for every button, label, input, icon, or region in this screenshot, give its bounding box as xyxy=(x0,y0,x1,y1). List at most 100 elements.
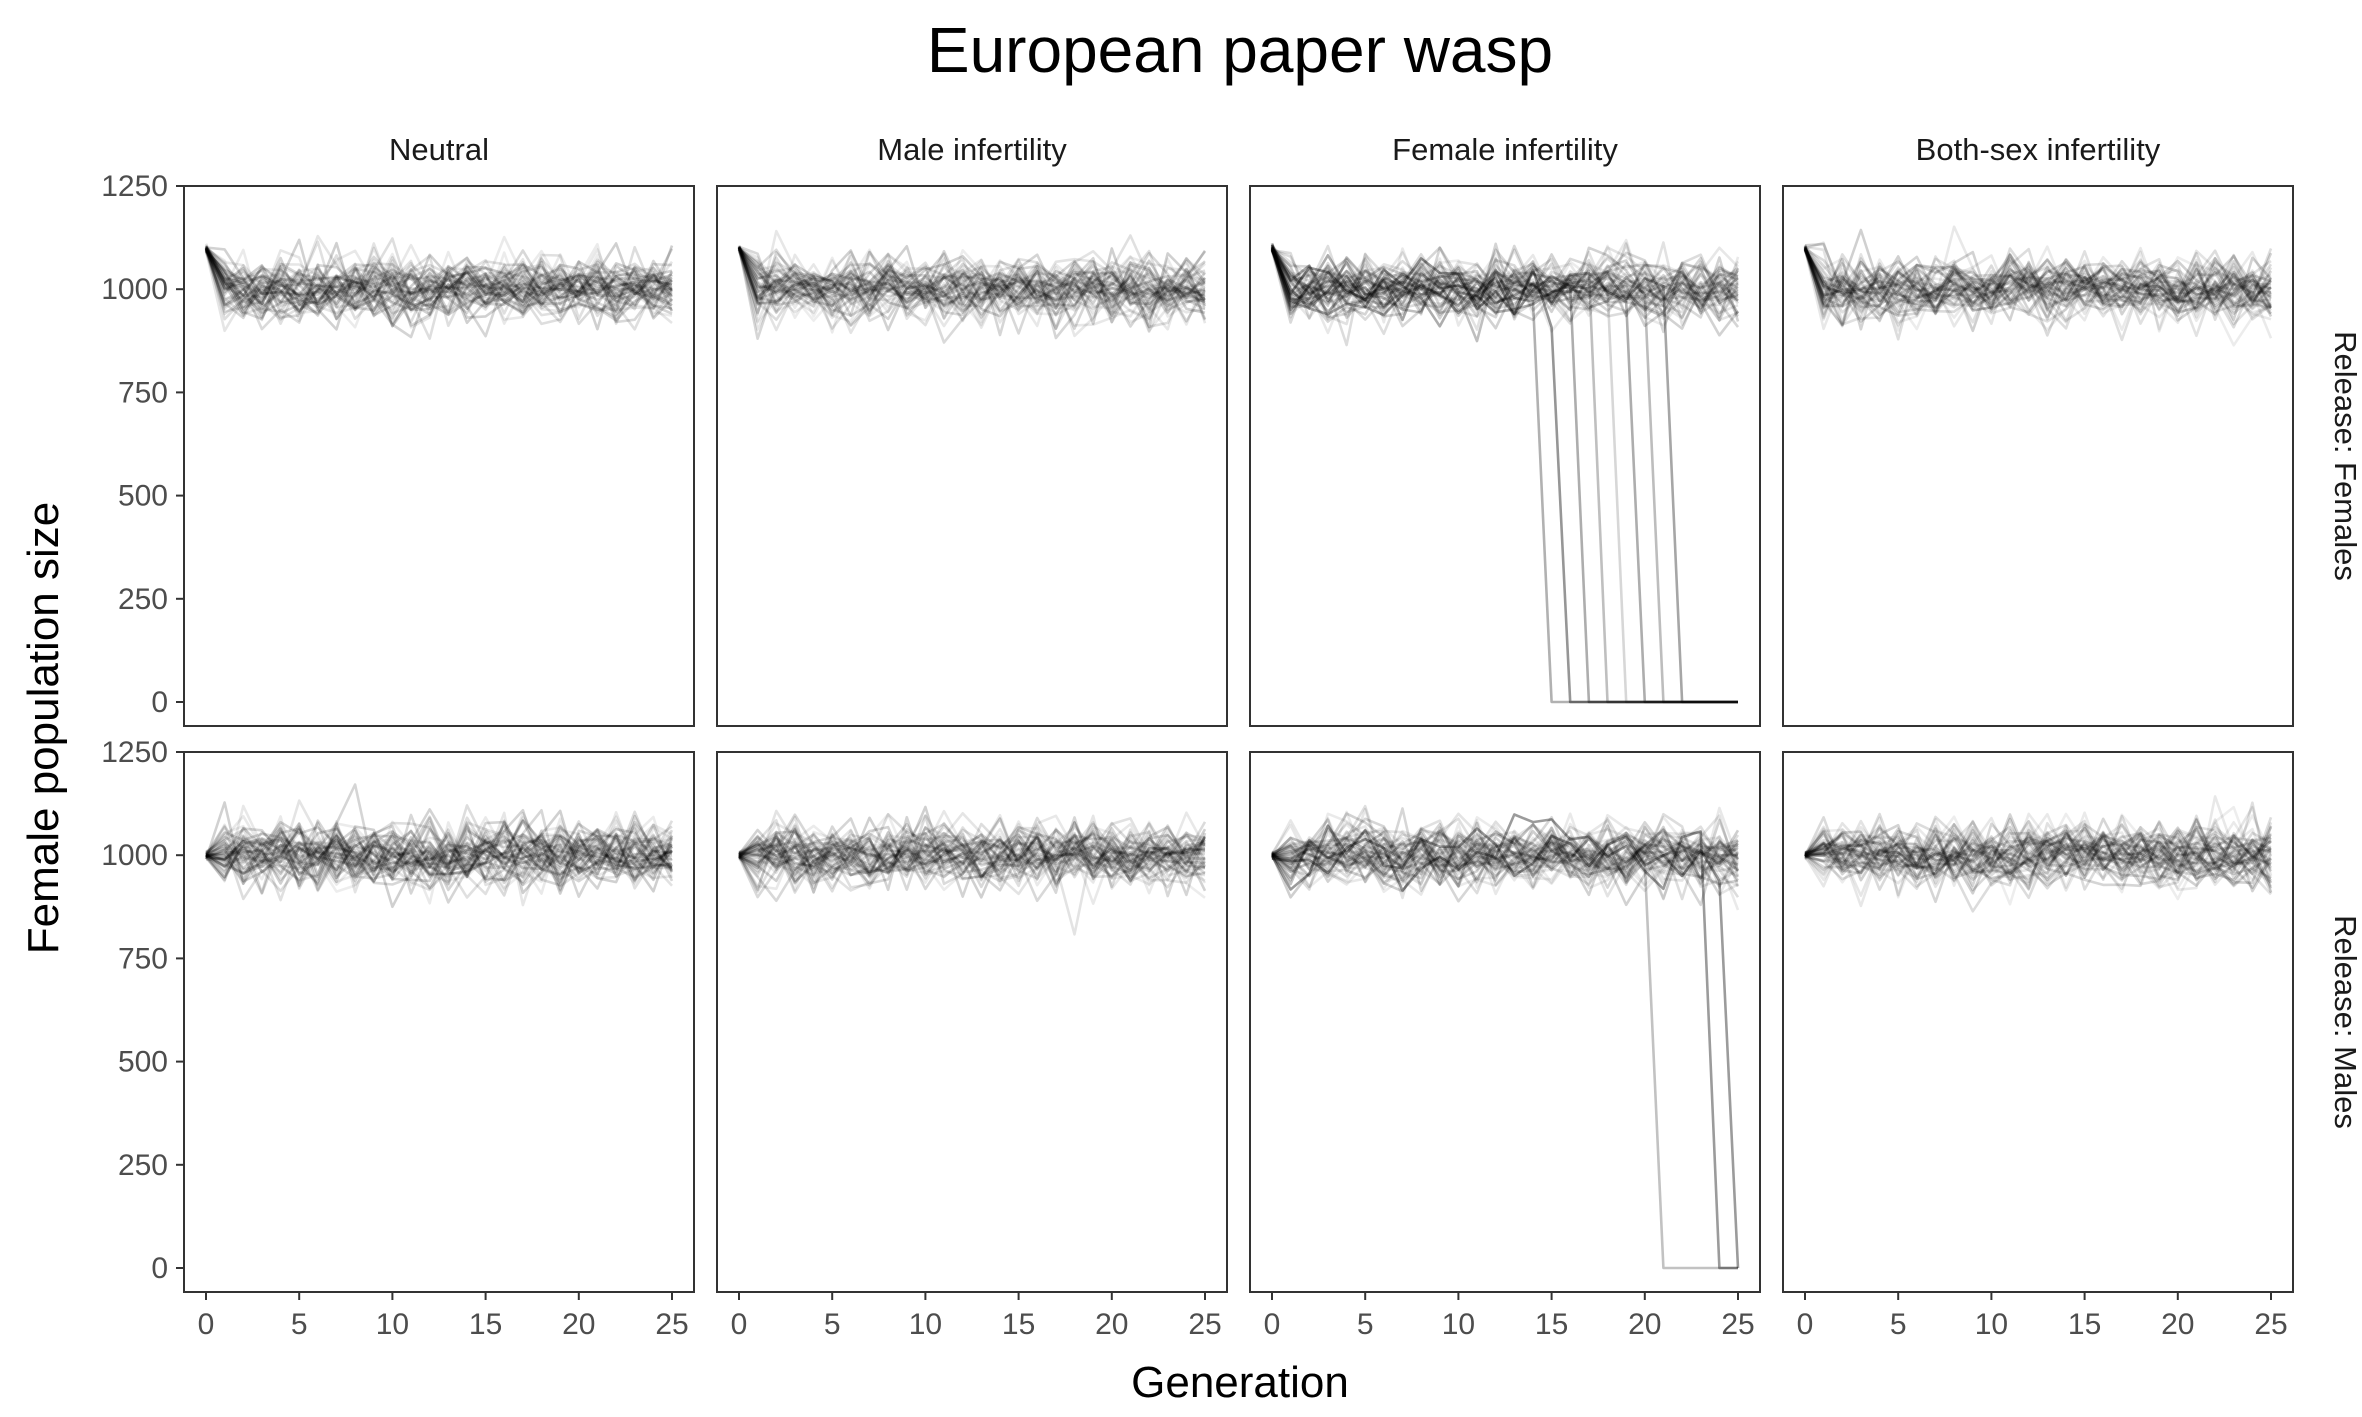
series-line xyxy=(205,834,673,886)
series-line xyxy=(737,826,1207,894)
series-line xyxy=(738,246,1206,323)
series-line xyxy=(1803,246,2272,342)
x-tick-label: 25 xyxy=(655,1308,688,1341)
series-line xyxy=(1271,813,1738,1270)
series-line xyxy=(738,814,1207,886)
x-tick-label: 15 xyxy=(469,1308,502,1341)
series-line xyxy=(205,816,674,894)
series-line xyxy=(205,827,673,883)
series-line xyxy=(1803,245,2273,341)
series-line xyxy=(204,235,673,319)
series-line xyxy=(204,819,673,883)
series-line xyxy=(1271,816,1740,911)
series-line xyxy=(204,250,673,309)
series-line xyxy=(737,229,1206,317)
series-line xyxy=(1803,247,2272,332)
series-line xyxy=(1804,245,2272,325)
facet-row-label: Release: Males xyxy=(2328,915,2362,1129)
series-line xyxy=(1804,801,2273,894)
series-line xyxy=(1804,824,2272,883)
series-line xyxy=(1804,813,2273,879)
series-line xyxy=(1270,248,1739,308)
series-line xyxy=(1271,835,1739,897)
series-line xyxy=(205,828,673,879)
series-line xyxy=(1270,241,1739,327)
series-line xyxy=(1271,244,1739,323)
series-line xyxy=(737,247,1207,329)
series-line xyxy=(204,804,673,891)
series-line xyxy=(204,247,673,321)
series-line xyxy=(1270,241,1740,320)
series-line xyxy=(1270,244,1738,704)
series-line xyxy=(737,246,1206,312)
facet-column-label: Both-sex infertility xyxy=(1916,132,2161,167)
series-line xyxy=(1803,249,2273,331)
series-line xyxy=(738,811,1207,890)
series-line xyxy=(205,827,673,886)
series-line xyxy=(738,827,1206,894)
series-line xyxy=(1271,825,1740,886)
x-tick-label: 5 xyxy=(1890,1308,1907,1341)
series-line xyxy=(737,245,1206,318)
series-line xyxy=(1271,823,1740,891)
series-line xyxy=(205,249,673,321)
y-tick-label: 250 xyxy=(118,1149,168,1182)
series-line xyxy=(1803,249,2272,324)
series-line xyxy=(1271,828,1740,882)
series-line xyxy=(738,827,1206,892)
series-line xyxy=(204,247,673,328)
series-line xyxy=(1271,247,1739,334)
series-line xyxy=(737,245,1206,304)
series-line xyxy=(738,826,1206,879)
series-line xyxy=(737,246,1206,335)
series-line xyxy=(1270,247,1738,704)
series-line xyxy=(1804,241,2273,315)
series-line xyxy=(1271,825,1739,886)
series-line xyxy=(205,815,674,887)
series-line xyxy=(205,809,673,885)
facet-panel: Female infertility xyxy=(1249,132,1761,727)
series-line xyxy=(204,245,673,311)
series-line xyxy=(737,247,1206,341)
series-line xyxy=(737,248,1206,320)
series-line xyxy=(1804,817,2272,882)
series-line xyxy=(1271,815,1740,891)
series-line xyxy=(1804,820,2273,890)
series-line xyxy=(1271,248,1739,315)
series-line xyxy=(737,247,1206,323)
series-line xyxy=(737,248,1206,313)
series-line xyxy=(737,248,1206,331)
series-line xyxy=(204,247,673,326)
series-line xyxy=(737,247,1206,333)
series-line xyxy=(1804,823,2272,892)
series-line xyxy=(738,809,1206,890)
series-line xyxy=(1270,242,1740,322)
series-line xyxy=(1804,837,2273,886)
x-tick-label: 20 xyxy=(2161,1308,2194,1341)
series-line xyxy=(1804,825,2273,887)
series-line xyxy=(738,838,1207,895)
series-line xyxy=(1804,820,2272,882)
series-line xyxy=(738,820,1206,889)
series-line xyxy=(1271,826,1739,886)
series-line xyxy=(1803,247,2272,315)
series-line xyxy=(205,821,673,880)
series-line xyxy=(204,248,673,326)
series-line xyxy=(205,250,674,316)
y-tick-label: 0 xyxy=(151,1252,168,1285)
series-line xyxy=(1803,819,2272,880)
series-line xyxy=(204,246,673,314)
facet-panel: Neutral 0 250 500 750 1000 1250 xyxy=(101,132,695,727)
series-line xyxy=(1270,246,1739,319)
series-line xyxy=(738,248,1206,327)
series-line xyxy=(738,821,1207,887)
series-line xyxy=(204,244,673,315)
series-line xyxy=(204,248,673,324)
series-line xyxy=(205,814,673,873)
series-line xyxy=(205,828,673,892)
series-line xyxy=(1803,811,2272,888)
series-line xyxy=(1804,818,2272,889)
series-line xyxy=(1270,238,1740,335)
panel-frame xyxy=(1249,751,1761,1293)
series-line xyxy=(737,246,1206,330)
